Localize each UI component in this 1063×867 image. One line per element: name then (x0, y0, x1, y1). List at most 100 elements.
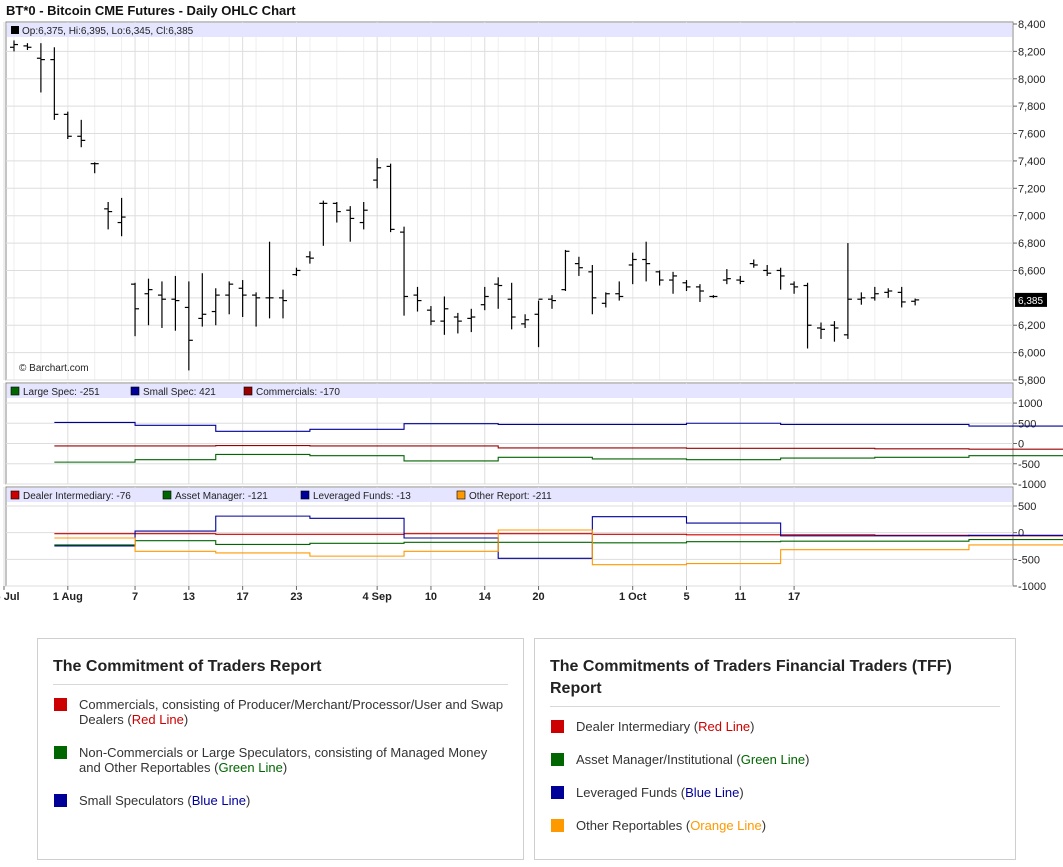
y-axis-tick-label: 5,800 (1018, 375, 1046, 387)
legend-line-label: Blue Line (191, 793, 246, 808)
ohlc-bar (386, 163, 395, 233)
chart-panel-1 (5, 21, 1014, 381)
ohlc-bar (776, 267, 785, 290)
legend-item: Commercials, consisting of Producer/Merc… (53, 697, 508, 727)
legend-paren: ( (187, 793, 192, 808)
ohlc-bar (36, 43, 45, 93)
chart-panel-3 (5, 486, 1014, 587)
ohlc-bar (453, 312, 462, 334)
tff-legend-swatch (300, 490, 310, 500)
legend-line-label: Green Line (740, 752, 806, 767)
x-axis-tick-label: 11 (734, 591, 746, 603)
ohlc-bar (709, 295, 718, 298)
ohlc-bar (413, 286, 422, 312)
y-axis-tick-label: -500 (1018, 459, 1040, 471)
legend-paren: ( (693, 719, 699, 734)
ohlc-bar (870, 286, 879, 301)
ohlc-bar (184, 281, 193, 371)
price-legend-swatch (11, 26, 19, 34)
cot-series-line (54, 453, 1063, 463)
x-axis-tick-label: 17 (788, 591, 800, 603)
ohlc-bar (211, 288, 220, 326)
legend-item: Leveraged Funds (Blue Line) (550, 785, 1000, 800)
price-panel-header (7, 23, 1012, 37)
y-axis-tick-label: 1000 (1018, 398, 1042, 410)
ohlc-bar (642, 241, 651, 282)
legend-swatch (54, 698, 67, 711)
ohlc-bar (198, 273, 207, 327)
tff-legend-label: Leveraged Funds: -13 (313, 491, 411, 502)
ohlc-bar (534, 298, 543, 348)
tff-legend-swatch (10, 490, 20, 500)
legend-item: Small Speculators (Blue Line) (53, 793, 508, 808)
legend-paren: ) (183, 712, 189, 727)
y-axis-tick-label: 0 (1018, 528, 1024, 540)
cot-legend-label: Small Spec: 421 (143, 387, 216, 398)
cot-legend-list: Commercials, consisting of Producer/Merc… (53, 697, 508, 808)
tff-legend-list: Dealer Intermediary (Red Line) Asset Mana… (550, 719, 1000, 833)
x-axis-tick-label: 17 (237, 591, 249, 603)
ohlc-bar (749, 259, 758, 268)
tff-legend-box: The Commitments of Traders Financial Tra… (534, 638, 1016, 860)
cot-legend-box: The Commitment of Traders Report Commerc… (37, 638, 524, 860)
ohlc-bar (695, 284, 704, 302)
cot-legend-label: Large Spec: -251 (23, 387, 100, 398)
chart-title: BT*0 - Bitcoin CME Futures - Daily OHLC … (6, 3, 296, 18)
y-axis-tick-label: 6,600 (1018, 265, 1046, 277)
last-price-label: 6,385 (1018, 296, 1043, 307)
ohlc-bar (359, 202, 368, 230)
y-axis-tick-label: 6,200 (1018, 320, 1046, 332)
legend-description: Small Speculators (79, 793, 188, 808)
tff-legend-label: Other Report: -211 (469, 491, 552, 502)
ohlc-bar (265, 241, 274, 319)
y-axis-tick-label: 500 (1018, 418, 1036, 430)
y-axis-tick-label: -1000 (1018, 581, 1046, 593)
ohlc-bar (50, 47, 59, 120)
legend-swatch (551, 753, 564, 766)
ohlc-bar (252, 292, 261, 327)
legend-item: Dealer Intermediary (Red Line) (550, 719, 1000, 734)
ohlc-bar (884, 288, 893, 298)
ohlc-bar (426, 306, 435, 326)
ohlc-bar (305, 251, 314, 264)
ohlc-bar (521, 314, 530, 328)
tff-legend-label: Dealer Intermediary: -76 (23, 491, 131, 502)
legend-paren: ( (127, 712, 132, 727)
ohlc-bar (346, 206, 355, 242)
ohlc-bar (104, 202, 113, 230)
legend-paren: ( (736, 752, 741, 767)
cot-legend-label: Commercials: -170 (256, 387, 340, 398)
ohlc-bar (77, 119, 86, 148)
y-axis-tick-label: 7,800 (1018, 101, 1046, 113)
ohlc-bar (440, 296, 449, 335)
ohlc-bar (548, 295, 556, 309)
legend-swatch (551, 786, 564, 799)
legend-description: Other Reportables (576, 818, 686, 833)
legend-item: Non-Commercials or Large Speculators, co… (53, 745, 508, 775)
ohlc-bar (319, 200, 328, 246)
x-axis-tick-label: 20 (532, 591, 544, 603)
ohlc-bar (279, 289, 287, 319)
y-axis-tick-label: 8,200 (1018, 46, 1046, 58)
ohlc-bar (911, 298, 920, 306)
legend-paren: ) (750, 719, 755, 734)
legend-line-label: Blue Line (685, 785, 740, 800)
legend-item: Other Reportables (Orange Line) (550, 818, 1000, 833)
y-axis-tick-label: 0 (1018, 439, 1024, 451)
ohlc-bar (332, 202, 341, 223)
y-axis-tick-label: 7,600 (1018, 129, 1046, 141)
legend-swatch (54, 794, 67, 807)
legend-description: Asset Manager/Institutional (576, 752, 737, 767)
cot-legend-swatch (10, 386, 20, 396)
ohlc-bar (574, 256, 583, 276)
ohlc-bar (655, 270, 664, 286)
ohlc-bar (292, 267, 301, 276)
x-axis-tick-label: 1 Aug (53, 591, 83, 603)
y-axis-tick-label: -500 (1018, 554, 1040, 566)
ohlc-bar (601, 292, 610, 308)
ohlc-bar (669, 271, 678, 294)
y-axis-tick-label: -1000 (1018, 479, 1046, 491)
legend-line-label: Red Line (698, 719, 751, 734)
x-axis-tick-label: 26 Jul (0, 591, 20, 603)
x-axis-tick-label: 13 (183, 591, 195, 603)
